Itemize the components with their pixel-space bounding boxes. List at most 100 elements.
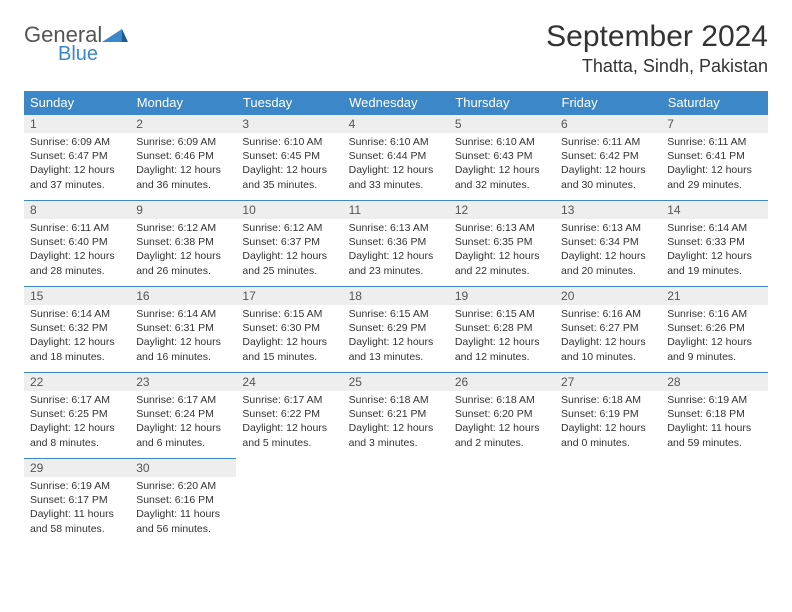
day-details: Sunrise: 6:16 AMSunset: 6:26 PMDaylight:… <box>661 305 767 368</box>
calendar-day-cell: 14Sunrise: 6:14 AMSunset: 6:33 PMDayligh… <box>661 201 767 287</box>
day-number: 28 <box>661 373 767 391</box>
calendar-day-cell: 11Sunrise: 6:13 AMSunset: 6:36 PMDayligh… <box>343 201 449 287</box>
calendar-day-cell: 24Sunrise: 6:17 AMSunset: 6:22 PMDayligh… <box>236 373 342 459</box>
day-details: Sunrise: 6:10 AMSunset: 6:45 PMDaylight:… <box>236 133 342 196</box>
day-details: Sunrise: 6:11 AMSunset: 6:42 PMDaylight:… <box>555 133 661 196</box>
calendar-day-cell: 18Sunrise: 6:15 AMSunset: 6:29 PMDayligh… <box>343 287 449 373</box>
day-number: 2 <box>130 115 236 133</box>
day-number: 8 <box>24 201 130 219</box>
day-details: Sunrise: 6:18 AMSunset: 6:19 PMDaylight:… <box>555 391 661 454</box>
calendar-day-cell: .. <box>449 459 555 545</box>
day-number: 14 <box>661 201 767 219</box>
day-details: Sunrise: 6:13 AMSunset: 6:34 PMDaylight:… <box>555 219 661 282</box>
calendar-day-cell: 1Sunrise: 6:09 AMSunset: 6:47 PMDaylight… <box>24 115 130 201</box>
logo-blue: Blue <box>58 44 102 64</box>
day-details: Sunrise: 6:09 AMSunset: 6:46 PMDaylight:… <box>130 133 236 196</box>
calendar-day-cell: 6Sunrise: 6:11 AMSunset: 6:42 PMDaylight… <box>555 115 661 201</box>
day-details: Sunrise: 6:18 AMSunset: 6:20 PMDaylight:… <box>449 391 555 454</box>
day-number: 19 <box>449 287 555 305</box>
calendar-day-cell: 12Sunrise: 6:13 AMSunset: 6:35 PMDayligh… <box>449 201 555 287</box>
day-details: Sunrise: 6:17 AMSunset: 6:25 PMDaylight:… <box>24 391 130 454</box>
day-number: 1 <box>24 115 130 133</box>
day-number: 18 <box>343 287 449 305</box>
calendar-day-cell: 30Sunrise: 6:20 AMSunset: 6:16 PMDayligh… <box>130 459 236 545</box>
day-details: Sunrise: 6:15 AMSunset: 6:30 PMDaylight:… <box>236 305 342 368</box>
calendar-day-cell: 26Sunrise: 6:18 AMSunset: 6:20 PMDayligh… <box>449 373 555 459</box>
weekday-header: Thursday <box>449 91 555 115</box>
day-details: Sunrise: 6:18 AMSunset: 6:21 PMDaylight:… <box>343 391 449 454</box>
day-number: 22 <box>24 373 130 391</box>
logo-triangle-icon <box>102 28 128 51</box>
calendar-day-cell: 21Sunrise: 6:16 AMSunset: 6:26 PMDayligh… <box>661 287 767 373</box>
day-details: Sunrise: 6:17 AMSunset: 6:22 PMDaylight:… <box>236 391 342 454</box>
day-number: 20 <box>555 287 661 305</box>
day-number: 4 <box>343 115 449 133</box>
weekday-header: Tuesday <box>236 91 342 115</box>
calendar-day-cell: 2Sunrise: 6:09 AMSunset: 6:46 PMDaylight… <box>130 115 236 201</box>
day-number: 13 <box>555 201 661 219</box>
calendar-day-cell: 22Sunrise: 6:17 AMSunset: 6:25 PMDayligh… <box>24 373 130 459</box>
day-number: 10 <box>236 201 342 219</box>
day-details: Sunrise: 6:19 AMSunset: 6:17 PMDaylight:… <box>24 477 130 540</box>
day-number: 21 <box>661 287 767 305</box>
calendar-day-cell: 20Sunrise: 6:16 AMSunset: 6:27 PMDayligh… <box>555 287 661 373</box>
calendar-day-cell: 29Sunrise: 6:19 AMSunset: 6:17 PMDayligh… <box>24 459 130 545</box>
calendar-week-row: 29Sunrise: 6:19 AMSunset: 6:17 PMDayligh… <box>24 459 768 545</box>
day-details: Sunrise: 6:12 AMSunset: 6:37 PMDaylight:… <box>236 219 342 282</box>
day-details: Sunrise: 6:14 AMSunset: 6:31 PMDaylight:… <box>130 305 236 368</box>
day-details: Sunrise: 6:15 AMSunset: 6:28 PMDaylight:… <box>449 305 555 368</box>
calendar-day-cell: 13Sunrise: 6:13 AMSunset: 6:34 PMDayligh… <box>555 201 661 287</box>
day-details: Sunrise: 6:12 AMSunset: 6:38 PMDaylight:… <box>130 219 236 282</box>
month-title: September 2024 <box>546 20 768 54</box>
day-number: 23 <box>130 373 236 391</box>
calendar-day-cell: 8Sunrise: 6:11 AMSunset: 6:40 PMDaylight… <box>24 201 130 287</box>
weekday-header: Sunday <box>24 91 130 115</box>
calendar-day-cell: 7Sunrise: 6:11 AMSunset: 6:41 PMDaylight… <box>661 115 767 201</box>
day-number: 7 <box>661 115 767 133</box>
calendar-day-cell: 16Sunrise: 6:14 AMSunset: 6:31 PMDayligh… <box>130 287 236 373</box>
day-number: 24 <box>236 373 342 391</box>
day-details: Sunrise: 6:20 AMSunset: 6:16 PMDaylight:… <box>130 477 236 540</box>
weekday-header: Wednesday <box>343 91 449 115</box>
day-number: 25 <box>343 373 449 391</box>
calendar-day-cell: .. <box>555 459 661 545</box>
weekday-header: Saturday <box>661 91 767 115</box>
day-number: 29 <box>24 459 130 477</box>
calendar-day-cell: 15Sunrise: 6:14 AMSunset: 6:32 PMDayligh… <box>24 287 130 373</box>
day-number: 12 <box>449 201 555 219</box>
calendar-day-cell: 5Sunrise: 6:10 AMSunset: 6:43 PMDaylight… <box>449 115 555 201</box>
day-details: Sunrise: 6:11 AMSunset: 6:40 PMDaylight:… <box>24 219 130 282</box>
day-number: 3 <box>236 115 342 133</box>
header: General Blue September 2024 Thatta, Sind… <box>24 20 768 77</box>
location: Thatta, Sindh, Pakistan <box>546 56 768 77</box>
calendar-day-cell: .. <box>661 459 767 545</box>
day-details: Sunrise: 6:10 AMSunset: 6:44 PMDaylight:… <box>343 133 449 196</box>
calendar-day-cell: 27Sunrise: 6:18 AMSunset: 6:19 PMDayligh… <box>555 373 661 459</box>
calendar-day-cell: .. <box>236 459 342 545</box>
day-details: Sunrise: 6:09 AMSunset: 6:47 PMDaylight:… <box>24 133 130 196</box>
weekday-header-row: Sunday Monday Tuesday Wednesday Thursday… <box>24 91 768 115</box>
day-number: 30 <box>130 459 236 477</box>
calendar-week-row: 22Sunrise: 6:17 AMSunset: 6:25 PMDayligh… <box>24 373 768 459</box>
logo: General Blue <box>24 20 128 64</box>
day-details: Sunrise: 6:13 AMSunset: 6:36 PMDaylight:… <box>343 219 449 282</box>
day-number: 27 <box>555 373 661 391</box>
day-details: Sunrise: 6:16 AMSunset: 6:27 PMDaylight:… <box>555 305 661 368</box>
day-number: 9 <box>130 201 236 219</box>
weekday-header: Monday <box>130 91 236 115</box>
calendar-day-cell: 3Sunrise: 6:10 AMSunset: 6:45 PMDaylight… <box>236 115 342 201</box>
title-block: September 2024 Thatta, Sindh, Pakistan <box>546 20 768 77</box>
day-details: Sunrise: 6:19 AMSunset: 6:18 PMDaylight:… <box>661 391 767 454</box>
day-number: 15 <box>24 287 130 305</box>
day-number: 6 <box>555 115 661 133</box>
calendar-day-cell: 17Sunrise: 6:15 AMSunset: 6:30 PMDayligh… <box>236 287 342 373</box>
calendar-day-cell: 25Sunrise: 6:18 AMSunset: 6:21 PMDayligh… <box>343 373 449 459</box>
day-details: Sunrise: 6:11 AMSunset: 6:41 PMDaylight:… <box>661 133 767 196</box>
weekday-header: Friday <box>555 91 661 115</box>
calendar-week-row: 8Sunrise: 6:11 AMSunset: 6:40 PMDaylight… <box>24 201 768 287</box>
calendar-week-row: 1Sunrise: 6:09 AMSunset: 6:47 PMDaylight… <box>24 115 768 201</box>
day-details: Sunrise: 6:10 AMSunset: 6:43 PMDaylight:… <box>449 133 555 196</box>
day-number: 26 <box>449 373 555 391</box>
calendar-day-cell: 23Sunrise: 6:17 AMSunset: 6:24 PMDayligh… <box>130 373 236 459</box>
day-number: 17 <box>236 287 342 305</box>
